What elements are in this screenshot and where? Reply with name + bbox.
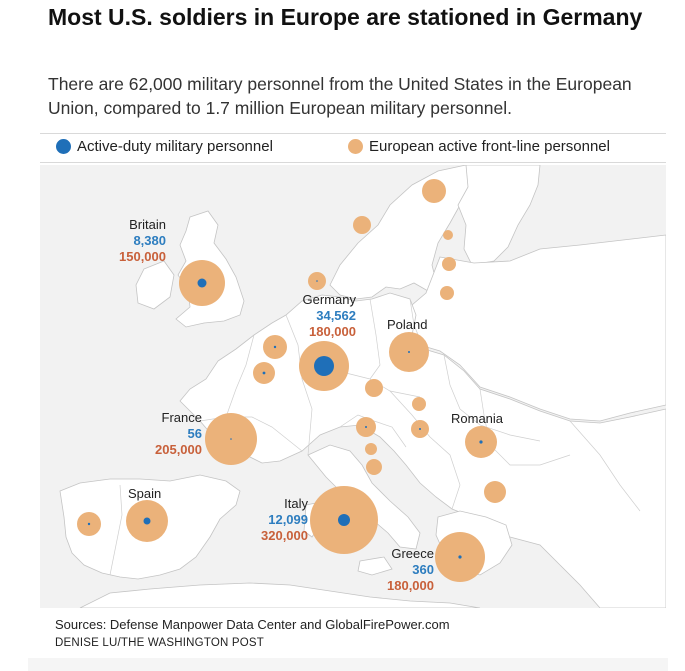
- legend-eu-label: European active front-line personnel: [369, 138, 610, 155]
- label-italy-name: Italy: [284, 496, 308, 511]
- chart-subtitle: There are 62,000 military personnel from…: [48, 74, 632, 118]
- label-germany-eu: 180,000: [309, 324, 356, 339]
- circle-us-romania: [479, 440, 483, 444]
- circle-us-belgium: [262, 371, 266, 375]
- sicily-landmass: [357, 556, 393, 576]
- label-romania: Romania: [451, 411, 503, 427]
- label-spain-name: Spain: [128, 486, 162, 501]
- label-romania-name: Romania: [451, 411, 504, 426]
- legend: Active-duty military personnel European …: [40, 133, 666, 163]
- label-france: France 56 205,000: [130, 410, 202, 458]
- circle-us-austria: [365, 426, 367, 428]
- label-britain: Britain 8,380 150,000: [96, 217, 166, 265]
- circle-eu-slovakia: [412, 397, 426, 411]
- circle-eu-latvia: [442, 257, 456, 271]
- finland-landmass: [457, 165, 541, 266]
- label-britain-name: Britain: [129, 217, 166, 232]
- circle-us-poland: [408, 351, 410, 353]
- circle-eu-slovenia: [365, 443, 377, 455]
- north-africa-landmass: [79, 582, 481, 608]
- label-germany-name: Germany: [302, 292, 356, 307]
- circle-eu-finland: [422, 179, 446, 203]
- label-italy-eu: 320,000: [261, 528, 308, 543]
- label-poland: Poland: [387, 317, 427, 333]
- label-greece-eu: 180,000: [387, 578, 434, 593]
- label-britain-us: 8,380: [133, 233, 166, 248]
- circle-us-france: [230, 438, 232, 440]
- legend-us-label: Active-duty military personnel: [77, 138, 273, 155]
- circle-eu-sweden: [353, 216, 371, 234]
- circle-us-spain: [143, 517, 151, 525]
- sources-note: Sources: Defense Manpower Data Center an…: [55, 617, 450, 632]
- circle-us-italy: [338, 514, 350, 526]
- legend-item-us: Active-duty military personnel: [56, 138, 273, 155]
- circle-us-hungary: [419, 428, 421, 430]
- label-germany-us: 34,562: [316, 308, 356, 323]
- europe-map: [40, 165, 666, 608]
- legend-us-dot-icon: [56, 139, 71, 154]
- us-circles: [87, 278, 483, 559]
- legend-eu-dot-icon: [348, 139, 363, 154]
- chart-title: Most U.S. soldiers in Europe are station…: [48, 4, 643, 30]
- circle-eu-czech: [365, 379, 383, 397]
- legend-item-eu: European active front-line personnel: [348, 138, 610, 155]
- label-france-us: 56: [187, 426, 202, 441]
- credit-line: DENISE LU/THE WASHINGTON POST: [55, 637, 264, 649]
- label-greece-name: Greece: [391, 546, 434, 561]
- label-germany: Germany 34,562 180,000: [284, 292, 356, 340]
- label-italy: Italy 12,099 320,000: [236, 496, 308, 544]
- label-italy-us: 12,099: [268, 512, 308, 527]
- circle-us-germany: [314, 356, 334, 376]
- circle-us-portugal: [87, 522, 91, 526]
- label-greece: Greece 360 180,000: [362, 546, 434, 594]
- circle-us-denmark: [316, 280, 318, 282]
- circle-eu-lithuania: [440, 286, 454, 300]
- circle-eu-bulgaria: [484, 481, 506, 503]
- label-spain: Spain: [128, 486, 161, 502]
- ireland-landmass: [135, 260, 175, 310]
- bottom-bar: [28, 658, 668, 671]
- circle-us-greece: [458, 555, 462, 559]
- circle-eu-estonia: [443, 230, 453, 240]
- label-britain-eu: 150,000: [119, 249, 166, 264]
- label-france-name: France: [161, 410, 202, 425]
- circle-eu-croatia: [366, 459, 382, 475]
- label-greece-us: 360: [412, 562, 434, 577]
- circle-us-britain: [197, 278, 207, 288]
- label-poland-name: Poland: [387, 317, 428, 332]
- circle-us-netherlands: [273, 345, 277, 349]
- label-france-eu: 205,000: [155, 442, 202, 457]
